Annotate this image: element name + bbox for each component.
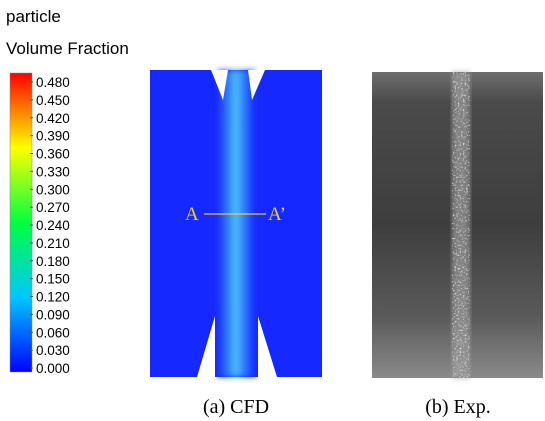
panel-caption: (b) Exp. [425,396,491,418]
colorbar-label: 0.060 [36,325,70,340]
colorbar-label: 0.120 [36,290,70,305]
colorbar-label: 0.090 [36,307,70,322]
colorbar-label: 0.360 [36,147,70,162]
cfd-image [150,70,322,377]
colorbar-label: 0.300 [36,182,70,197]
colorbar-label: 0.480 [36,75,70,90]
colorbar-label: 0.420 [36,111,70,126]
section-label: A [185,204,199,225]
colorbar-label: 0.270 [36,200,70,215]
experiment-image [372,72,543,378]
panel-caption: (a) CFD [203,396,269,418]
colorbar-label: 0.240 [36,218,70,233]
section-label: A’ [268,204,286,225]
colorbar-labels: 0.480 0.450 0.420 0.390 0.360 0.330 0.300 0.270… [30,75,70,376]
colorbar [9,72,33,373]
colorbar-title: Volume Fraction [6,39,129,58]
colorbar-title: particle [6,7,61,26]
colorbar-label: 0.450 [36,93,70,108]
colorbar-label: 0.210 [36,236,70,251]
colorbar-label: 0.330 [36,164,70,179]
colorbar-label: 0.150 [36,272,70,287]
colorbar-label: 0.390 [36,129,70,144]
colorbar-label: 0.180 [36,254,70,269]
colorbar-label: 0.000 [36,361,70,376]
colorbar-label: 0.030 [36,343,70,358]
